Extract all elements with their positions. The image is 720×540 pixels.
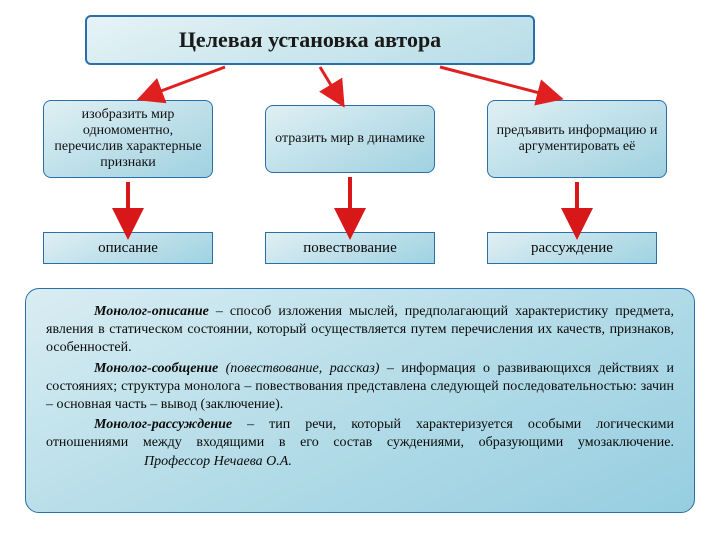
arrow-icon [320, 67, 340, 100]
goal-box-2: отразить мир в динамике [265, 105, 435, 173]
goal-text-3: предъявить информацию и аргументировать … [494, 123, 660, 155]
author-inline: Профессор Нечаева О.А. [144, 454, 292, 469]
category-box-2: повествование [265, 232, 435, 264]
title-box: Целевая установка автора [85, 15, 535, 65]
em-2: (повествование, рассказ) [218, 361, 379, 376]
title-text: Целевая установка автора [179, 27, 441, 53]
definition-1: Монолог-описание – способ изложения мысл… [46, 303, 674, 358]
goal-text-1: изобразить мир одномоментно, перечислив … [50, 107, 206, 171]
goal-box-1: изобразить мир одномоментно, перечислив … [43, 100, 213, 178]
definition-3: Монолог-рассуждение – тип речи, который … [46, 416, 674, 471]
term-3: Монолог-рассуждение [94, 417, 232, 432]
goal-box-3: предъявить информацию и аргументировать … [487, 100, 667, 178]
category-box-1: описание [43, 232, 213, 264]
arrow-icon [440, 67, 555, 97]
arrow-icon [145, 67, 225, 97]
goal-text-2: отразить мир в динамике [275, 131, 425, 147]
term-2: Монолог-сообщение [94, 361, 218, 376]
definition-2: Монолог-сообщение (повествование, расска… [46, 360, 674, 415]
category-text-3: рассуждение [531, 240, 613, 257]
category-text-2: повествование [303, 240, 397, 257]
category-text-1: описание [98, 240, 158, 257]
definitions-panel: Монолог-описание – способ изложения мысл… [25, 288, 695, 513]
category-box-3: рассуждение [487, 232, 657, 264]
term-1: Монолог-описание [94, 304, 209, 319]
